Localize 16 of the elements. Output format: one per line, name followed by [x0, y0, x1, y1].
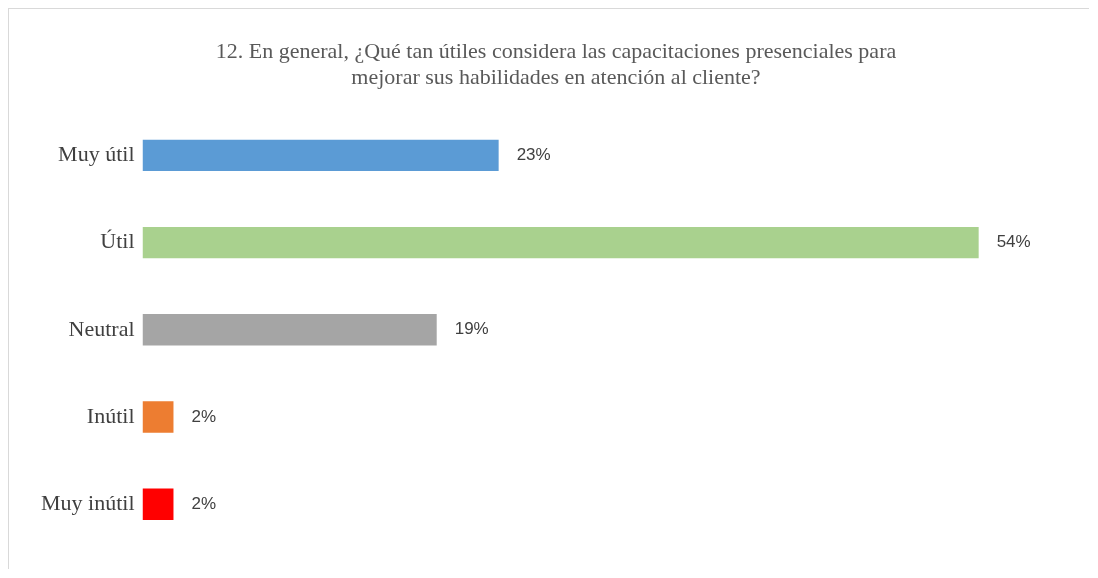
chart-title: 12. En general, ¿Qué tan útiles considera las capacitaciones presenciales para mejorar sus habilidades en atención al cliente?	[215, 37, 897, 90]
bar	[142, 488, 174, 520]
data-label: 2%	[191, 493, 217, 513]
y-tick-label: Muy inútil	[41, 489, 135, 515]
data-label: 54%	[996, 232, 1031, 252]
y-tick-label: Inútil	[86, 402, 135, 428]
y-tick-label: Útil	[100, 228, 135, 254]
bar	[142, 139, 499, 172]
bar	[142, 226, 979, 259]
data-label: 2%	[191, 406, 217, 426]
data-label: 23%	[516, 145, 551, 165]
bar	[142, 401, 174, 433]
bar	[142, 314, 437, 346]
y-tick-label: Neutral	[68, 315, 135, 341]
data-label: 19%	[454, 319, 489, 339]
y-tick-label: Muy útil	[58, 141, 135, 167]
